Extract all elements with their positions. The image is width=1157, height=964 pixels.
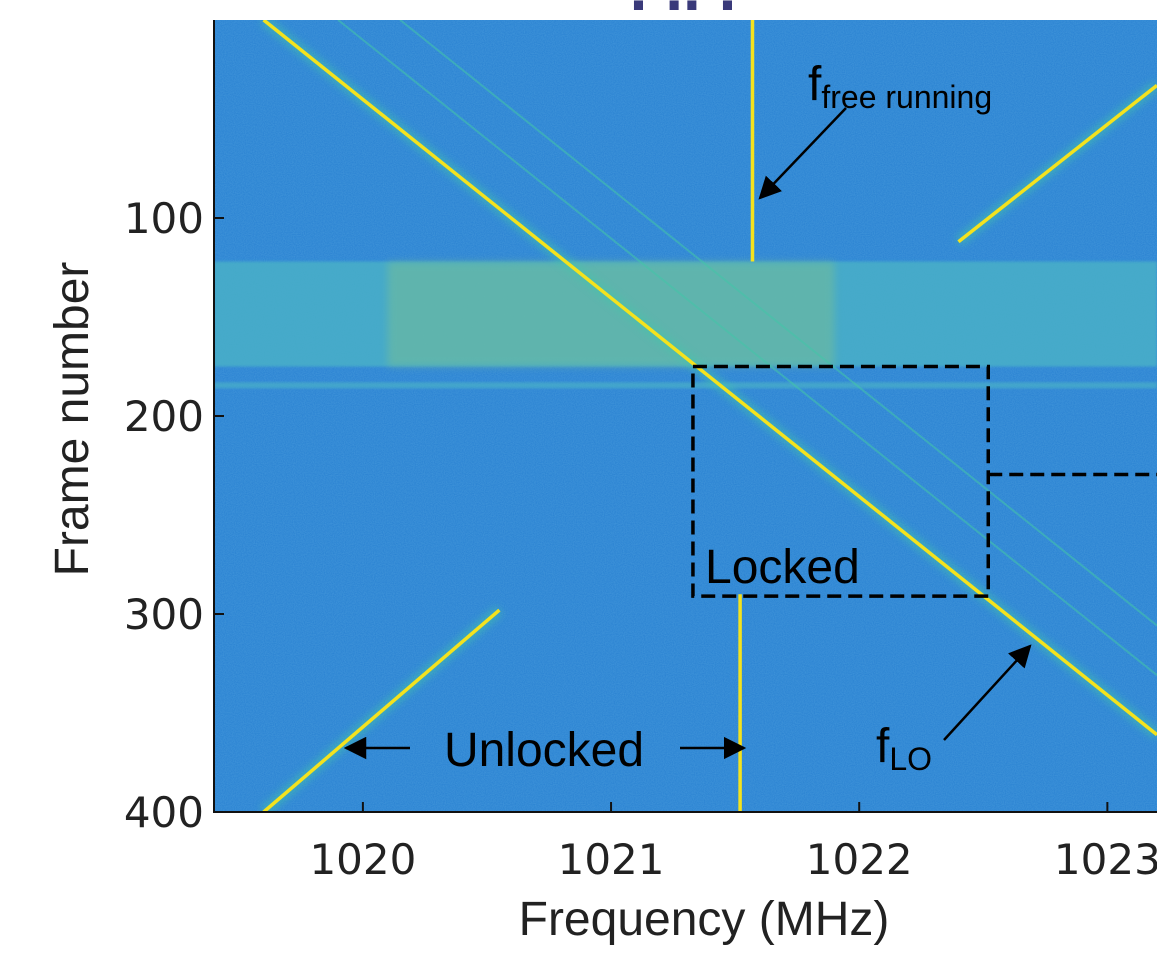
svg-text:fLO: fLO	[876, 720, 932, 777]
y-axis-label: Frame number	[46, 262, 99, 577]
y-axis-ticks: 100 200 300 400	[124, 194, 224, 837]
lo-sideband-0	[337, 20, 1157, 676]
trace-core-1	[262, 20, 1157, 737]
y-tick-label: 300	[124, 590, 204, 639]
lo-arrow	[943, 644, 1032, 741]
heatmap-noise	[214, 20, 1157, 812]
svg-text:ffree running: ffree running	[808, 58, 992, 115]
plot-area	[214, 20, 1157, 812]
free-running-label-sub: free running	[821, 79, 992, 115]
x-tick-label: 1023	[1054, 835, 1157, 884]
lo-label-main: f	[876, 720, 890, 773]
lo-label-sub: LO	[889, 741, 932, 777]
y-tick-label: 200	[124, 392, 204, 441]
annotation-free-running: ffree running	[758, 58, 992, 200]
annotation-lo: fLO	[876, 644, 1032, 777]
x-tick-label: 1020	[309, 835, 416, 884]
band-warm-overlay	[387, 261, 835, 367]
trace-core-4	[957, 83, 1157, 244]
free-running-arrow	[758, 107, 847, 200]
elevated-band-1	[214, 382, 1157, 389]
x-axis-label: Frequency (MHz)	[519, 893, 890, 946]
unlocked-label: Unlocked	[444, 724, 644, 777]
x-tick-label: 1022	[806, 835, 913, 884]
traces-layer	[260, 20, 1157, 812]
lo-sideband-1	[399, 20, 1157, 627]
axes-frame	[213, 20, 1157, 813]
bands-layer	[214, 261, 1157, 389]
y-tick-label: 400	[124, 788, 204, 837]
y-tick-label: 100	[124, 194, 204, 243]
annotation-unlocked: Unlocked	[343, 724, 747, 777]
regions-layer	[691, 364, 991, 598]
free-running-label-main: f	[808, 58, 822, 111]
trace-core-3	[262, 608, 501, 812]
x-axis-ticks: 1020 1021 1022 1023	[309, 802, 1157, 884]
locked-label: Locked	[705, 541, 860, 594]
x-tick-label: 1021	[558, 835, 665, 884]
region-locked-region	[691, 364, 991, 598]
